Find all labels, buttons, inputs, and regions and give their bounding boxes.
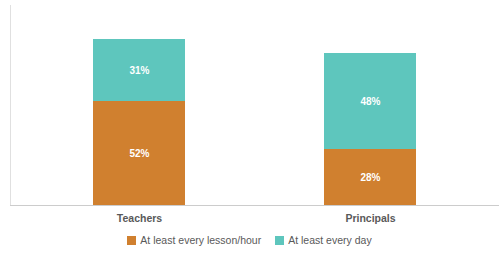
svg-text:28%: 28% xyxy=(360,172,380,183)
svg-text:Teachers: Teachers xyxy=(117,212,162,224)
svg-text:Principals: Principals xyxy=(345,212,395,224)
html-text:At least every day: At least every day xyxy=(288,234,372,246)
svg-text:52%: 52% xyxy=(129,148,149,159)
svg-text:48%: 48% xyxy=(360,96,380,107)
svg-text:31%: 31% xyxy=(129,65,149,76)
html-text:At least every lesson/hour: At least every lesson/hour xyxy=(140,234,262,246)
